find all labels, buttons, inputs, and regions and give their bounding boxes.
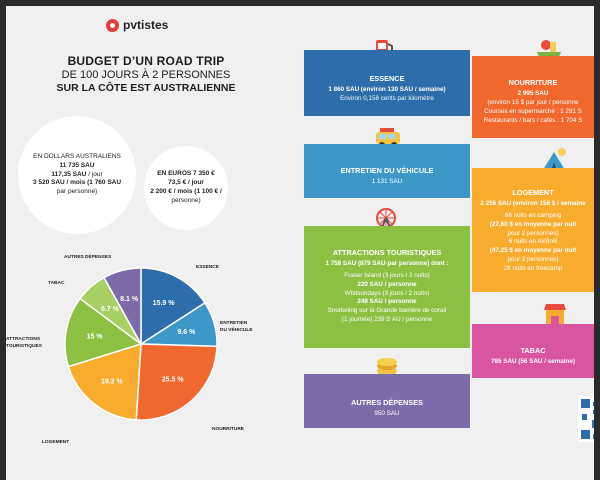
card-tabac: TABAC 785 SAU (56 SAU / semaine) [472, 324, 594, 378]
card-attractions-title: ATTRACTIONS TOURISTIQUES [332, 248, 442, 257]
card-attractions-line-1: 1 758 SAU (879 SAU par personne) dont : [325, 260, 449, 268]
card-autres: AUTRES DÉPENSES 950 SAU [304, 374, 470, 428]
aud-summary-circle: EN DOLLARS AUSTRALIENS 11 735 SAU 117,35… [18, 116, 136, 234]
card-attractions-line-5: 248 SAU / personne [357, 298, 417, 306]
pie-value-label: 15.9 % [153, 300, 176, 307]
aud-per-person: par personne) [56, 188, 98, 196]
card-entretien-title: ENTRETIEN DU VÉHICULE [340, 166, 434, 175]
eur-per-day: 73,5 € / jour [168, 179, 204, 187]
card-entretien-line-1: 1 131 SAU [371, 178, 403, 186]
page-title: BUDGET D’UN ROAD TRIP DE 100 JOURS À 2 P… [26, 54, 266, 94]
pie-category-label: TABAC [48, 280, 65, 286]
pie-category-label: LOGEMENT [42, 439, 69, 445]
pie-value-label: 8.1 % [120, 296, 139, 303]
card-logement-line-3: (27,60 $ en moyenne par nuit [489, 220, 577, 228]
card-attractions-line-3: 220 SAU / personne [357, 280, 417, 288]
aud-total: 11 735 SAU [59, 161, 95, 169]
card-attractions-line-7: (1 journée) 239 S AU / personne [341, 316, 433, 324]
card-essence: ESSENCE 1 860 SAU (environ 130 SAU / sem… [304, 50, 470, 116]
qr-code-icon[interactable] [578, 396, 594, 442]
pie-category-label: ESSENCE [196, 264, 220, 270]
eur-title: EN EUROS 7 350 € [157, 170, 215, 178]
eur-per-month: 2 200 € / mois (1 100 € / [150, 188, 222, 195]
card-logement: LOGEMENT 2 256 SAU (environ 156 $ / sema… [472, 168, 594, 292]
eur-summary-circle: EN EUROS 7 350 € 73,5 € / jour 2 200 € /… [144, 146, 228, 230]
card-logement-line-5: 6 nuits en AirBnB [508, 238, 558, 246]
pie-value-label: 6.7 % [101, 306, 120, 313]
logo[interactable]: pvtistes [106, 18, 168, 32]
eur-per-person: personne) [171, 196, 201, 204]
card-tabac-title: TABAC [520, 346, 546, 355]
pie-category-label: AUTRES DÉPENSES [64, 252, 112, 260]
logo-text: pvtistes [123, 18, 169, 32]
card-nourriture-title: NOURRITURE [508, 78, 558, 87]
pie-slice [102, 267, 142, 347]
pie-value-label: 25.5 % [162, 376, 185, 383]
pie-slice [140, 267, 206, 346]
card-logement-line-4: pour 2 personnes) [507, 229, 559, 237]
card-attractions: ATTRACTIONS TOURISTIQUES 1 758 SAU (879 … [304, 226, 470, 348]
logo-pin-icon [106, 18, 119, 32]
card-logement-line-7: pour 2 personnes) [507, 256, 559, 264]
pie-slice [67, 342, 142, 421]
title-line-2: DE 100 JOURS À 2 PERSONNES [61, 69, 231, 81]
card-entretien: ENTRETIEN DU VÉHICULE 1 131 SAU [304, 144, 470, 198]
aud-per-day-suffix: / jour [86, 170, 103, 178]
aud-per-day: 117,35 SAU [51, 170, 87, 178]
card-tabac-line-1: 785 SAU (56 SAU / semaine) [491, 358, 575, 366]
budget-pie-chart: 15.9 % ESSENCE 9.6 % ENTRETIEN DU VÉHICULE 25… [6, 252, 253, 445]
pie-value-label: 9.6 % [177, 329, 196, 336]
card-attractions-line-2: Fraser Island (3 jours / 2 nuits) [344, 272, 430, 280]
pie-category-label: ATTRACTIONS TOURISTIQUES [6, 336, 43, 349]
card-logement-line-6: (47,25 $ en moyenne par nuit [489, 247, 577, 255]
card-logement-line-1: 2 256 SAU (environ 156 $ / semaine [480, 200, 586, 208]
card-logement-line-2: 66 nuits en camping [504, 212, 562, 220]
tobacco-shop-icon [544, 304, 566, 328]
card-logement-title: LOGEMENT [512, 188, 554, 197]
infographic: pvtistes BUDGET D’UN ROAD TRIP DE 100 JO… [6, 6, 594, 480]
card-essence-line-1: 1 860 SAU (environ 130 SAU / semaine) [328, 86, 446, 94]
card-nourriture-line-4: Restaurants / bars / cafés : 1 704 S [483, 116, 583, 124]
pie-value-label: 19.2 % [101, 379, 124, 386]
card-nourriture-line-1: 2 995 SAU [517, 90, 549, 98]
pie-slice [64, 297, 143, 368]
card-nourriture-line-3: Courses en supermarché : 1 291 S [484, 107, 582, 115]
pie-category-label: ENTRETIEN DU VÉHICULE [220, 320, 253, 333]
pie-slice [135, 343, 218, 421]
card-essence-title: ESSENCE [369, 74, 405, 83]
aud-per-month: 3 520 SAU / mois (1 760 SAU [32, 179, 122, 187]
card-essence-line-2: Environ 0,158 cents par kilomètre [340, 95, 434, 103]
card-autres-title: AUTRES DÉPENSES [351, 398, 423, 407]
pie-value-label: 15 % [87, 334, 104, 341]
card-nourriture-line-2: (environ 15 $ par jour / personne [487, 99, 579, 107]
card-nourriture: NOURRITURE 2 995 SAU (environ 15 $ par j… [472, 56, 594, 138]
title-line-1: BUDGET D’UN ROAD TRIP [67, 54, 225, 68]
card-autres-line-1: 950 SAU [374, 410, 400, 418]
pie-category-label: NOURRITURE [212, 426, 245, 432]
title-line-3: SUR LA CÔTE EST AUSTRALIENNE [56, 82, 236, 94]
card-logement-line-8: 28 nuits en freecamp [503, 264, 563, 272]
card-attractions-line-4: Whitsundays (3 jours / 2 nuits) [344, 289, 430, 297]
card-attractions-line-6: Snorkeling sur la Grande barrière de cor… [327, 307, 447, 315]
aud-title: EN DOLLARS AUSTRALIENS [33, 153, 121, 161]
